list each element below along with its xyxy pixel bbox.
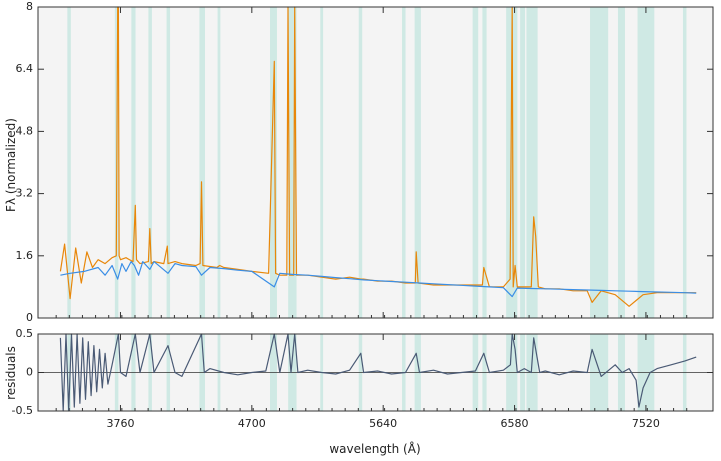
masked-region — [526, 7, 538, 318]
x-tick-label: 4700 — [238, 417, 266, 430]
masked-region — [637, 7, 655, 318]
masked-region — [472, 7, 479, 318]
x-axis-label: wavelength (Å) — [329, 441, 420, 456]
series-line-residual — [59, 333, 697, 412]
residuals-panel: -0.5 0 0.5 3760 4700 5640 6580 7520 residuals w… — [4, 327, 714, 456]
x-tick-label: 3760 — [106, 417, 134, 430]
y-tick-label: 1.6 — [16, 249, 34, 262]
masked-region — [617, 7, 625, 318]
masked-region — [67, 7, 71, 318]
x-tick-label: 6580 — [501, 417, 529, 430]
residuals-plot-frame — [37, 333, 714, 412]
spectrum-plot-frame — [37, 6, 714, 319]
y-tick-label: 4.8 — [16, 124, 34, 137]
series-line-observed — [59, 6, 697, 307]
y-tick-label: -0.5 — [12, 404, 33, 417]
masked-region — [682, 7, 687, 318]
masked-region — [506, 7, 518, 318]
masked-regions-spectrum — [67, 7, 687, 318]
masked-region — [590, 7, 609, 318]
masked-region — [520, 7, 526, 318]
masked-region — [131, 7, 136, 318]
y-tick-label: 6.4 — [16, 62, 34, 75]
spectrum-panel: 0 1.6 3.2 4.8 6.4 8 Fλ (normalized) — [4, 0, 714, 324]
series-line-model — [60, 261, 697, 298]
residuals-y-axis-label: residuals — [4, 346, 18, 400]
y-tick-label: 3.2 — [16, 187, 34, 200]
y-tick-label: 0.5 — [16, 327, 34, 340]
masked-region — [166, 7, 171, 318]
x-tick-label: 7520 — [632, 417, 660, 430]
masked-region — [320, 7, 324, 318]
masked-region — [482, 7, 487, 318]
masked-region — [269, 7, 277, 318]
y-tick-label: 0 — [26, 366, 33, 379]
spectrum-series — [59, 6, 697, 307]
y-tick-label: 0 — [26, 311, 33, 324]
masked-region — [358, 7, 363, 318]
residuals-series — [59, 333, 697, 412]
masked-region — [199, 7, 206, 318]
masked-region — [217, 7, 221, 318]
masked-region — [402, 7, 406, 318]
masked-region — [288, 7, 297, 318]
spectrum-ticks: 0 1.6 3.2 4.8 6.4 8 — [16, 0, 713, 324]
masked-region — [148, 7, 152, 318]
spectrum-y-axis-label: Fλ (normalized) — [4, 118, 18, 212]
x-tick-label: 5640 — [369, 417, 397, 430]
masked-region — [414, 7, 421, 318]
y-tick-label: 8 — [26, 0, 33, 13]
